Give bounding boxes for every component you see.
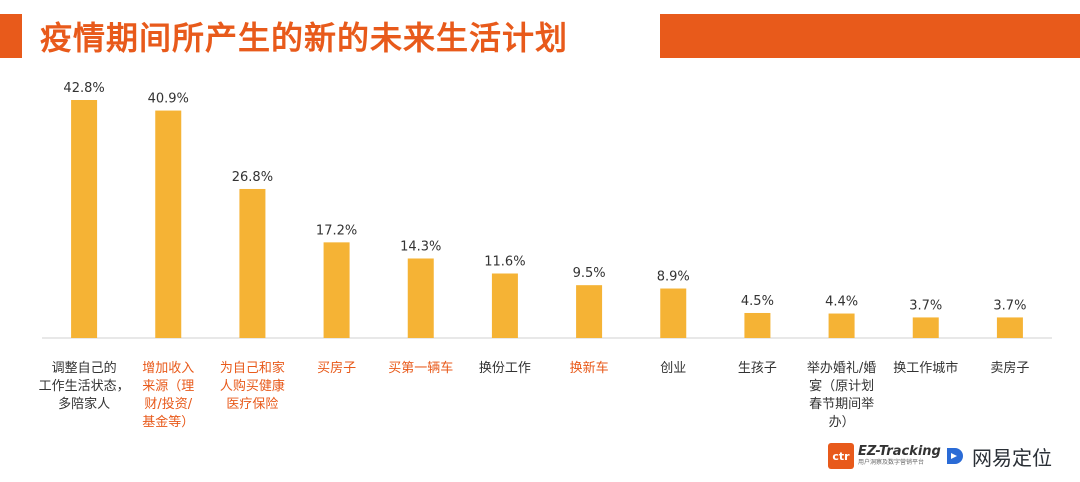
- category-label: 增加收入来源（理财/投资/基金等）: [142, 361, 194, 430]
- bar-value-label: 14.3%: [400, 239, 441, 254]
- location-arrow-icon: [947, 448, 963, 464]
- category-label: 创业: [660, 361, 686, 376]
- category-label: 卖房子: [990, 360, 1029, 376]
- category-label: 调整自己的工作生活状态，多陪家人: [39, 360, 130, 412]
- bar-value-label: 11.6%: [484, 254, 525, 269]
- bar: [744, 312, 771, 338]
- bar-value-label: 26.8%: [232, 170, 273, 185]
- category-label: 生孩子: [738, 361, 777, 376]
- title-accent-left: [0, 14, 22, 58]
- bar: [576, 285, 603, 338]
- bar: [996, 317, 1023, 338]
- ez-tracking-subtitle: 用户洞察及数字营销平台: [858, 459, 925, 466]
- ez-tracking-logo: ctr EZ-Tracking 用户洞察及数字营销平台: [828, 440, 941, 472]
- category-label: 为自己和家人购买健康医疗保险: [220, 360, 285, 412]
- bar: [407, 258, 434, 338]
- bar-value-label: 9.5%: [573, 266, 606, 281]
- bar-value-label: 17.2%: [316, 223, 357, 238]
- title-accent-right: [660, 14, 1080, 58]
- bar: [828, 313, 855, 338]
- bar: [71, 100, 98, 338]
- bar: [912, 317, 939, 338]
- page-title: 疫情期间所产生的新的未来生活计划: [40, 19, 569, 57]
- bar: [491, 273, 518, 338]
- bar-value-label: 42.8%: [63, 81, 104, 96]
- category-label: 举办婚礼/婚宴（原计划春节期间举办）: [807, 360, 876, 430]
- bar-value-label: 3.7%: [993, 298, 1026, 313]
- ez-tracking-name: EZ-Tracking: [858, 444, 941, 459]
- bar-value-label: 4.4%: [825, 295, 858, 310]
- bar: [155, 110, 182, 338]
- ctr-badge: ctr: [828, 443, 854, 469]
- netease-location-name: 网易定位: [972, 445, 1052, 470]
- category-label: 买房子: [317, 360, 356, 376]
- category-label: 换新车: [570, 360, 609, 376]
- category-label: 换工作城市: [893, 360, 958, 376]
- bar: [239, 188, 266, 338]
- netease-location-logo: 网易定位: [944, 440, 1052, 472]
- bar-value-label: 3.7%: [909, 298, 942, 313]
- category-label: 换份工作: [479, 361, 531, 376]
- bar-value-label: 4.5%: [741, 294, 774, 309]
- category-label: 买第一辆车: [388, 360, 453, 376]
- bar: [660, 288, 687, 338]
- bar: [323, 242, 350, 338]
- bar-value-label: 40.9%: [148, 92, 189, 107]
- bar-value-label: 8.9%: [657, 270, 690, 285]
